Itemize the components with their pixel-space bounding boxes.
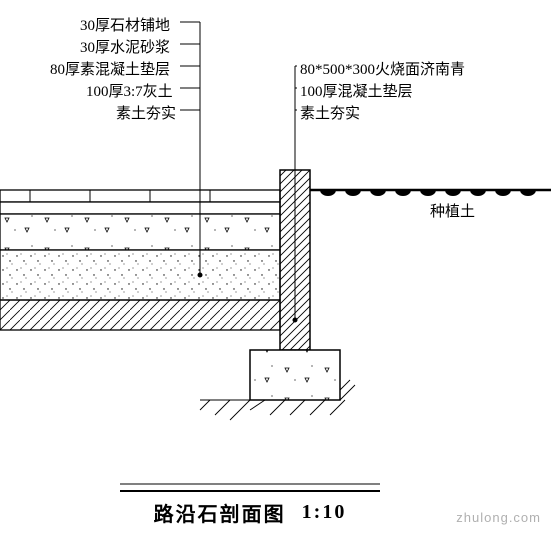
layer-compacted-soil bbox=[0, 300, 280, 330]
drawing-title-row: 路沿石剖面图 1:10 bbox=[120, 490, 380, 527]
layer-stone-paving bbox=[0, 190, 280, 202]
label-footing: 100厚混凝土垫层 bbox=[300, 80, 413, 101]
label-concrete-bed: 80厚素混凝土垫层 bbox=[50, 58, 170, 79]
curb-footing bbox=[250, 350, 340, 400]
ground-hatch-left bbox=[0, 330, 250, 410]
label-compacted-left: 素土夯实 bbox=[116, 102, 176, 123]
label-stone-paving: 30厚石材铺地 bbox=[80, 14, 170, 35]
drawing-scale: 1:10 bbox=[302, 501, 347, 524]
layer-concrete-bed bbox=[0, 214, 280, 250]
label-lime-soil: 100厚3:7灰土 bbox=[86, 80, 173, 101]
label-mortar: 30厚水泥砂浆 bbox=[80, 36, 170, 57]
watermark: zhulong.com bbox=[456, 510, 541, 525]
label-compacted-right: 素土夯实 bbox=[300, 102, 360, 123]
label-curb-stone: 80*500*300火烧面济南青 bbox=[300, 58, 465, 79]
label-planting-soil: 种植土 bbox=[430, 200, 475, 221]
planting-scallops bbox=[320, 190, 536, 196]
layer-lime-soil bbox=[0, 250, 280, 300]
layer-mortar bbox=[0, 202, 280, 214]
drawing-title: 路沿石剖面图 bbox=[154, 498, 286, 527]
